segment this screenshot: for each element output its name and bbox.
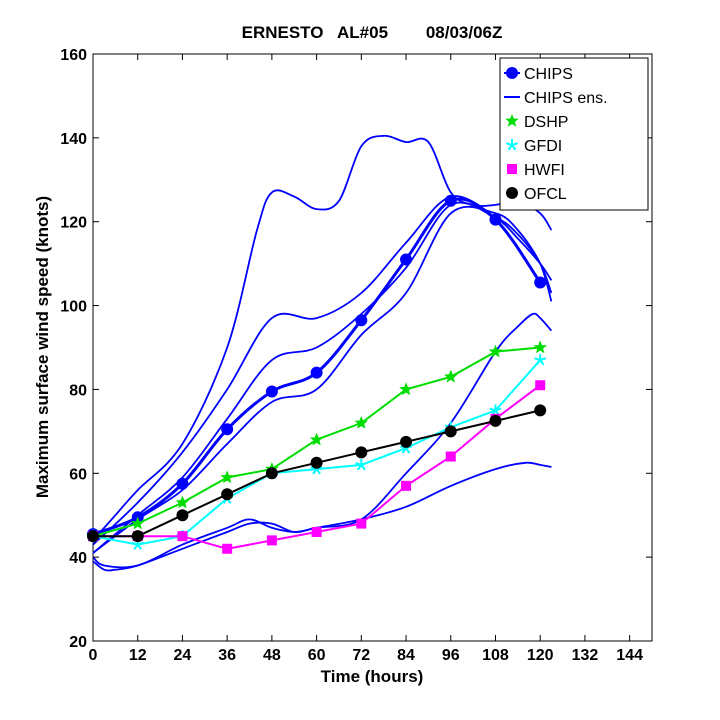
data-point <box>265 467 278 480</box>
x-tick-label: 60 <box>308 647 326 664</box>
y-tick-label: 20 <box>69 634 87 651</box>
data-point <box>355 314 368 327</box>
legend-label: GFDI <box>524 138 562 155</box>
data-point <box>444 369 458 383</box>
data-point <box>130 516 145 530</box>
x-tick-label: 48 <box>263 647 281 664</box>
legend-marker <box>506 187 518 199</box>
data-point <box>488 344 503 358</box>
y-tick-label: 120 <box>60 215 87 232</box>
ensemble-member-line <box>92 205 553 554</box>
y-tick-label: 40 <box>69 550 87 567</box>
data-point <box>401 480 412 491</box>
data-point <box>355 458 368 471</box>
data-point <box>310 456 323 469</box>
data-point <box>534 354 547 366</box>
x-tick-label: 108 <box>482 647 509 664</box>
data-point <box>220 470 234 484</box>
data-point <box>176 509 189 522</box>
legend-item: CHIPS ens. <box>504 90 608 107</box>
series-layer <box>86 194 547 554</box>
data-point <box>266 535 277 546</box>
data-point <box>399 382 413 396</box>
legend-label: OFCL <box>524 186 567 203</box>
legend-marker <box>505 113 519 127</box>
data-point <box>355 446 368 459</box>
data-point <box>534 276 547 289</box>
x-tick-label: 120 <box>527 647 554 664</box>
x-tick-label: 12 <box>129 647 147 664</box>
data-point <box>444 194 457 207</box>
data-point <box>221 488 234 501</box>
x-tick-label: 24 <box>174 647 192 664</box>
ensemble-member-line <box>92 461 552 572</box>
x-tick-label: 0 <box>89 647 98 664</box>
data-point <box>310 366 323 379</box>
data-point <box>177 531 188 542</box>
legend-item: OFCL <box>506 186 567 203</box>
legend-item: HWFI <box>507 162 565 179</box>
y-tick-label: 80 <box>69 382 87 399</box>
legend-item: GFDI <box>505 138 562 155</box>
ensemble-member-line <box>92 134 553 541</box>
data-point <box>534 404 547 417</box>
legend-box <box>499 57 649 211</box>
legend-label: DSHP <box>524 114 568 131</box>
data-point <box>535 380 546 391</box>
x-tick-label: 36 <box>218 647 236 664</box>
legend-marker <box>505 139 519 151</box>
data-point <box>221 423 234 436</box>
legend-marker <box>507 164 517 174</box>
ensemble-member-line <box>92 195 553 546</box>
y-axis-label: Maximum surface wind speed (knots) <box>33 196 52 498</box>
data-point <box>400 253 413 266</box>
legend-item: CHIPS <box>504 66 573 83</box>
x-tick-label: 96 <box>442 647 460 664</box>
data-point <box>444 425 457 438</box>
series-dshp <box>86 340 547 542</box>
y-tick-label: 140 <box>60 131 87 148</box>
data-point <box>309 432 324 446</box>
data-point <box>489 404 502 416</box>
x-tick-label: 84 <box>397 647 415 664</box>
data-point <box>175 495 190 509</box>
data-point <box>445 451 456 462</box>
x-tick-label: 144 <box>616 647 643 664</box>
data-point <box>354 415 369 429</box>
y-tick-label: 60 <box>69 466 87 483</box>
chart-title: ERNESTO AL#05 08/03/06Z <box>242 23 503 42</box>
data-point <box>131 530 144 543</box>
data-point <box>87 530 99 543</box>
series-ofcl <box>87 404 547 543</box>
x-axis-label: Time (hours) <box>321 667 424 686</box>
legend-label: CHIPS ens. <box>524 90 608 107</box>
x-tick-label: 72 <box>352 647 370 664</box>
data-point <box>489 414 502 427</box>
data-point <box>176 477 189 490</box>
y-tick-label: 100 <box>60 299 87 316</box>
legend-label: HWFI <box>524 162 565 179</box>
legend-item: DSHP <box>505 113 568 131</box>
legend: CHIPS CHIPS ens. DSHP GFDI HWFI OFCL <box>499 57 649 211</box>
data-point <box>400 435 413 448</box>
data-point <box>489 213 502 226</box>
data-point <box>311 526 322 537</box>
legend-label: CHIPS <box>524 66 573 83</box>
legend-marker <box>506 67 518 79</box>
ensemble-member-line <box>92 201 553 554</box>
y-tick-label: 160 <box>60 47 87 64</box>
data-point <box>533 340 547 354</box>
data-point <box>131 538 144 551</box>
ticks-layer: 0 12 24 36 48 60 72 84 96 108 120 132 144 20 40 60 80 100… <box>60 47 652 664</box>
data-point <box>356 518 367 529</box>
data-point <box>265 385 278 398</box>
data-point <box>222 543 233 554</box>
x-tick-label: 132 <box>572 647 599 664</box>
